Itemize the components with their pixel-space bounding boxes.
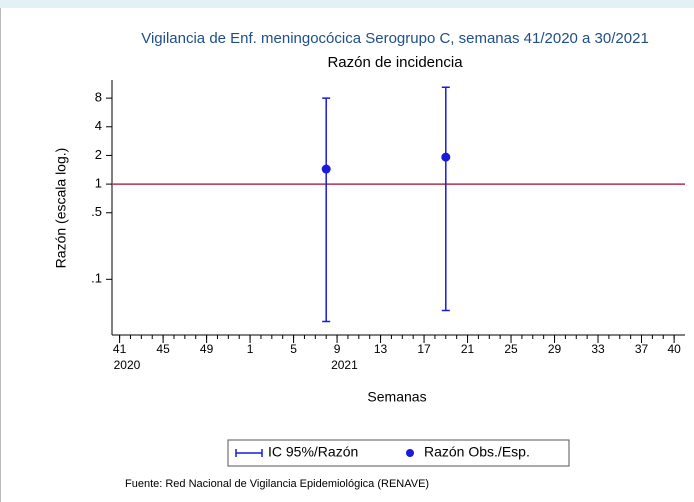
x-tick-label: 41 [113, 342, 127, 356]
source: Fuente: Red Nacional de Vigilancia Epide… [125, 478, 429, 490]
y-tick-label: .5 [91, 204, 102, 219]
y-tick-label: 1 [95, 176, 102, 191]
top-bar [0, 0, 694, 8]
x-year-label: 2021 [331, 358, 358, 372]
x-tick-label: 29 [548, 342, 562, 356]
x-tick-label: 9 [334, 342, 341, 356]
error-bar [322, 97, 331, 323]
y-tick-label: 4 [95, 118, 102, 133]
x-tick-label: 45 [156, 342, 170, 356]
x-tick-label: 17 [417, 342, 431, 356]
x-axis-label: Semanas [367, 389, 426, 405]
y-tick-label: .1 [91, 271, 102, 286]
chart-title: Vigilancia de Enf. meningocócica Serogru… [141, 30, 649, 47]
legend [227, 439, 570, 467]
chart-subtitle: Razón de incidencia [327, 54, 463, 71]
x-tick-label: 13 [374, 342, 388, 356]
x-tick-label: 33 [591, 342, 605, 356]
y-tick-label: 8 [95, 90, 102, 105]
x-tick-label: 1 [247, 342, 254, 356]
x-year-label: 2020 [114, 358, 141, 372]
x-tick-label: 21 [461, 342, 475, 356]
legend-icon [406, 449, 414, 457]
legend-label: IC 95%/Razón [268, 444, 358, 460]
error-bar [441, 86, 450, 312]
y-axis-label: Razón (escala log.) [53, 148, 69, 269]
legend-label: Razón Obs./Esp. [424, 444, 530, 460]
data-point [321, 164, 331, 174]
x-tick-label: 25 [504, 342, 518, 356]
x-tick-label: 49 [200, 342, 214, 356]
data-point [441, 152, 451, 162]
x-tick-label: 5 [290, 342, 297, 356]
x-tick-label: 37 [635, 342, 649, 356]
x-tick-label: 40 [667, 342, 681, 356]
legend-icon [235, 449, 263, 457]
y-tick-label: 2 [95, 147, 102, 162]
